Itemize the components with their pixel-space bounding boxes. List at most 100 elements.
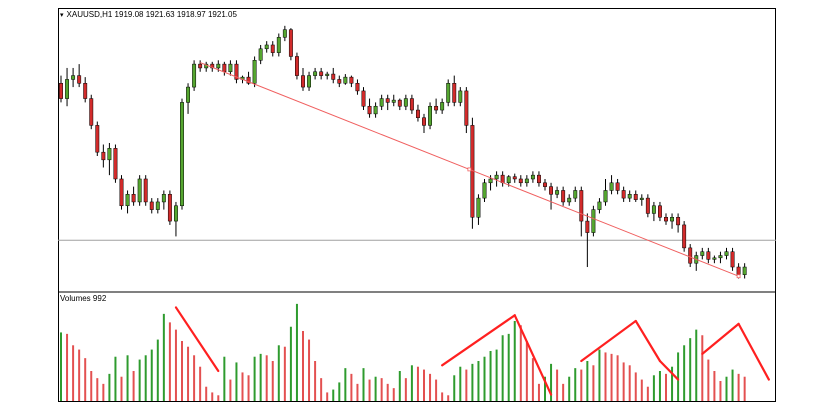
- volume-annotation-line[interactable]: [701, 322, 740, 355]
- candle-body: [476, 197, 481, 218]
- candle-body: [736, 266, 741, 275]
- candle: [319, 67, 324, 80]
- candle-body: [458, 90, 463, 103]
- candle-body: [276, 37, 281, 53]
- candle-body: [615, 182, 620, 191]
- candle-body: [167, 194, 172, 222]
- candle-body: [561, 190, 566, 203]
- volume-annotation-line[interactable]: [737, 322, 770, 381]
- candle: [343, 74, 348, 85]
- volume-annotation-line[interactable]: [174, 306, 220, 373]
- volume-label: Volumes: [60, 294, 91, 303]
- candle: [434, 98, 439, 114]
- candle-body: [379, 98, 384, 107]
- candle-body: [59, 83, 63, 99]
- volume-annotation-line[interactable]: [441, 314, 516, 367]
- candle-body: [186, 86, 191, 103]
- candle: [246, 71, 251, 85]
- candle-body: [482, 182, 487, 199]
- candle: [198, 60, 203, 72]
- candle-body: [700, 251, 705, 256]
- candle: [561, 186, 566, 206]
- candle-body: [198, 63, 203, 69]
- candle-body: [119, 178, 124, 207]
- volume-annotation-line[interactable]: [580, 319, 637, 363]
- volume-annotation-line[interactable]: [658, 359, 680, 381]
- candle-body: [512, 176, 517, 180]
- volume-annotation-line[interactable]: [513, 314, 553, 396]
- candle: [682, 221, 687, 252]
- candle-body: [113, 148, 118, 180]
- candle: [210, 61, 215, 72]
- candle: [446, 79, 451, 107]
- candle-body: [658, 205, 662, 218]
- candle: [403, 94, 408, 111]
- candle: [621, 186, 626, 202]
- candle: [645, 194, 650, 218]
- candle-body: [645, 197, 650, 214]
- candle-body: [724, 251, 729, 256]
- chart-window[interactable]: [58, 8, 776, 402]
- candle-body: [718, 255, 723, 259]
- candle: [161, 190, 166, 210]
- candle-body: [676, 217, 681, 226]
- candle-body: [270, 44, 275, 53]
- candle-body: [295, 56, 299, 76]
- volume-indicator-title: Volumes 992: [60, 294, 106, 303]
- candle: [664, 213, 668, 225]
- candle-body: [530, 174, 535, 180]
- candle-body: [452, 83, 457, 103]
- candle: [585, 213, 590, 268]
- trendline-end-handle[interactable]: [736, 274, 741, 279]
- candle: [651, 201, 656, 222]
- candle: [373, 102, 378, 118]
- candle: [579, 186, 584, 237]
- candle: [597, 198, 602, 214]
- candle: [186, 83, 191, 114]
- candle-body: [258, 48, 263, 61]
- candle: [355, 79, 360, 95]
- candle-body: [137, 178, 142, 203]
- candle: [416, 104, 420, 122]
- candle: [295, 52, 299, 80]
- candle: [688, 244, 693, 268]
- candle-body: [549, 186, 554, 195]
- candle: [700, 247, 705, 260]
- candle: [143, 175, 148, 206]
- candle: [71, 67, 76, 88]
- candle-body: [506, 176, 511, 184]
- candle: [264, 41, 269, 53]
- candle-body: [307, 75, 312, 88]
- candle-body: [403, 98, 408, 107]
- candle-body: [325, 73, 330, 76]
- candle-body: [543, 182, 547, 187]
- candle-body: [83, 83, 88, 99]
- volume-annotation-line[interactable]: [634, 319, 662, 363]
- candle-body: [155, 201, 160, 210]
- chart-menu-arrow-icon[interactable]: ▾: [60, 12, 64, 19]
- candle: [633, 190, 638, 202]
- candle-body: [573, 190, 578, 199]
- candle: [180, 98, 184, 210]
- candle-body: [422, 117, 426, 126]
- candle: [549, 182, 554, 210]
- candle: [107, 142, 112, 176]
- candle-body: [367, 105, 372, 115]
- candle-body: [252, 60, 257, 84]
- trendline-midpoint-handle[interactable]: [467, 167, 472, 172]
- candle: [609, 175, 614, 195]
- candle: [119, 175, 124, 210]
- candle: [440, 98, 445, 114]
- chart-canvas[interactable]: [58, 8, 776, 402]
- candle-body: [518, 178, 523, 184]
- candle: [313, 67, 318, 80]
- candle-body: [331, 73, 336, 80]
- candle-body: [355, 83, 360, 92]
- candle: [458, 87, 463, 107]
- candle: [222, 61, 227, 76]
- candle: [603, 178, 608, 206]
- candle: [137, 175, 142, 206]
- candle-body: [706, 251, 711, 260]
- candle-body: [95, 125, 100, 153]
- candle-body: [143, 178, 148, 203]
